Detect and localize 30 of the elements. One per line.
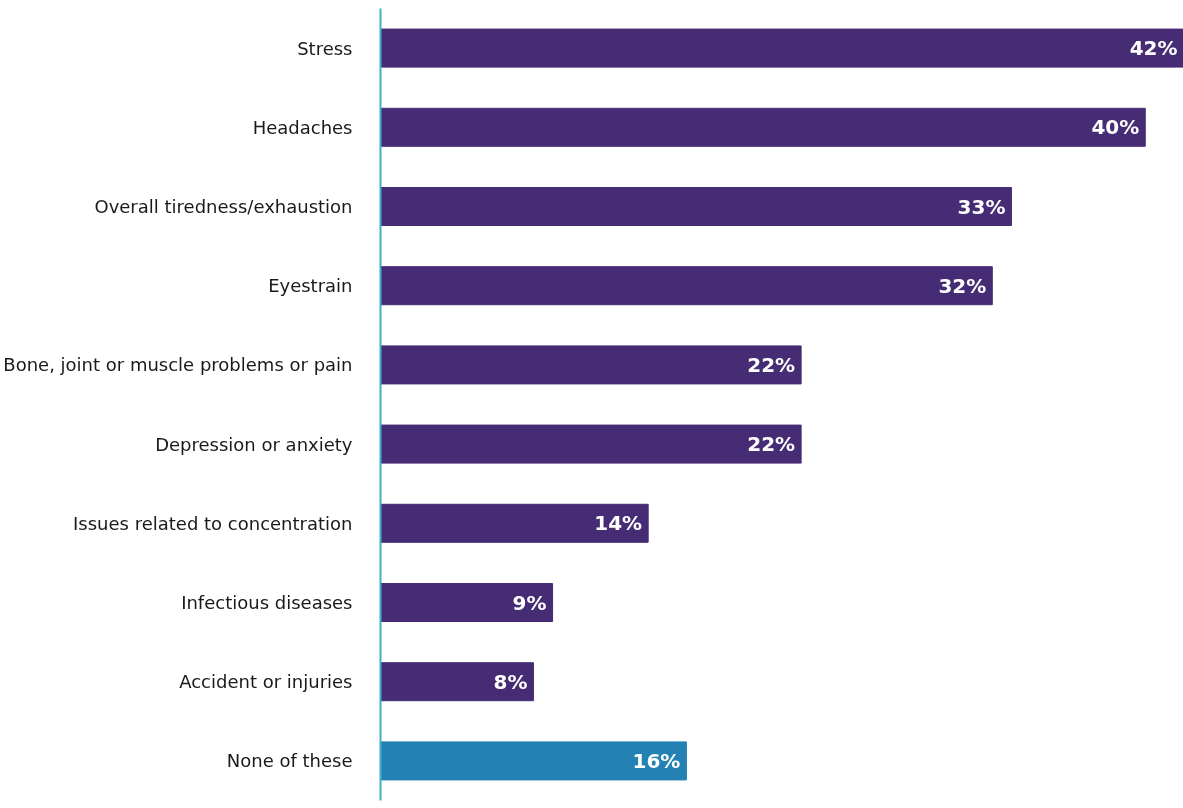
bar	[380, 186, 1012, 227]
y-tick-label: Issues related to concentration	[73, 512, 353, 534]
y-tick-label: Headaches	[252, 116, 353, 138]
data-label: 8%	[493, 669, 528, 694]
y-tick-label: Depression or anxiety	[155, 433, 353, 455]
bar	[380, 662, 534, 702]
bar	[380, 107, 1146, 147]
bar	[380, 345, 802, 385]
data-label: 14%	[594, 511, 643, 536]
data-label: 22%	[747, 352, 796, 377]
data-label: 42%	[1129, 36, 1178, 61]
data-label: 16%	[632, 748, 681, 773]
y-tick-label: Overall tiredness/exhaustion	[94, 196, 353, 217]
y-tick-label: Infectious diseases	[181, 592, 353, 613]
bar	[380, 266, 993, 306]
data-label: 33%	[957, 194, 1006, 219]
bar	[380, 28, 1183, 68]
data-label: 9%	[512, 590, 547, 615]
data-label: 40%	[1091, 115, 1140, 140]
y-tick-label: Stress	[297, 37, 353, 59]
y-tick-label: None of these	[226, 750, 353, 772]
y-tick-label: Eyestrain	[268, 275, 353, 297]
bar	[380, 424, 802, 464]
bar	[380, 503, 649, 543]
data-label: 32%	[938, 273, 987, 298]
bar	[380, 741, 687, 781]
data-label: 22%	[747, 432, 796, 457]
bar	[380, 582, 554, 623]
y-tick-label: Bone, joint or muscle problems or pain	[3, 354, 353, 376]
y-tick-label: Accident or injuries	[179, 671, 353, 693]
